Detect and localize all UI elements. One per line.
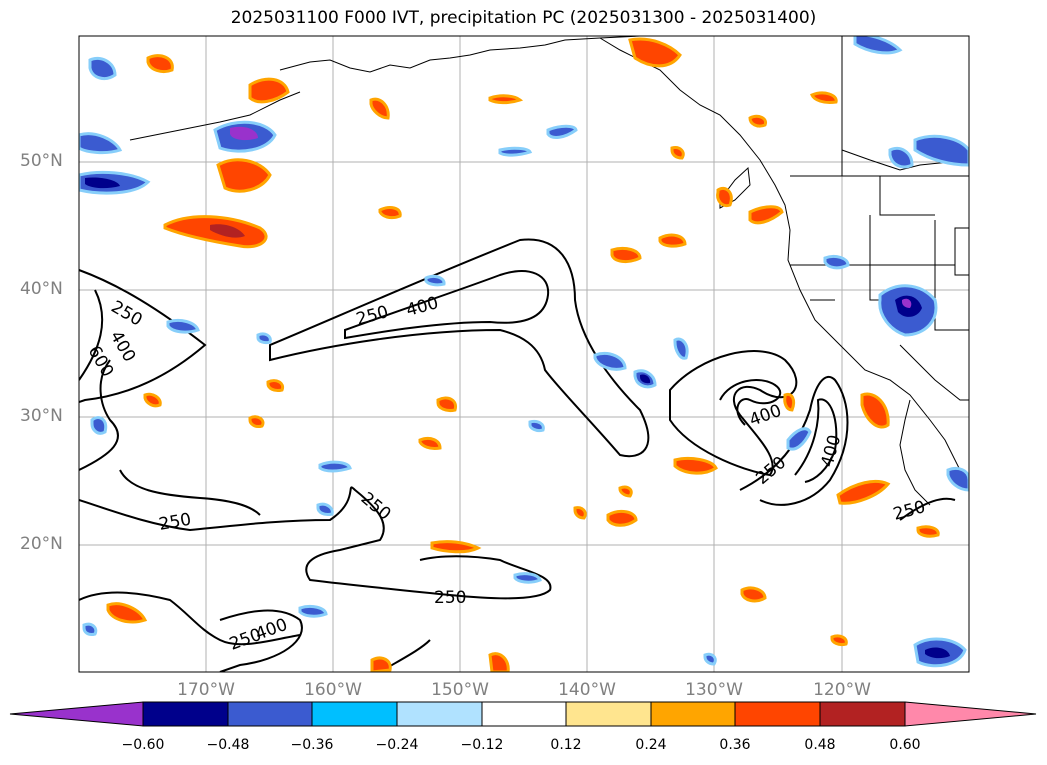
contour-label: 400	[253, 615, 290, 645]
colorbar-seg	[819, 701, 906, 727]
colorbar-seg	[227, 701, 313, 727]
lon-label-150w: 150°W	[431, 680, 489, 700]
colorbar-extend-max	[904, 701, 1037, 727]
colorbar-tick-label: 0.60	[889, 737, 921, 753]
colorbar-tick-label: −0.60	[121, 737, 165, 753]
colorbar-tick-label: 0.48	[804, 737, 836, 753]
colorbar-tick-label: −0.12	[460, 737, 504, 753]
colorbar-seg	[396, 701, 483, 727]
contour-label: 400	[818, 433, 846, 470]
colorbar-seg	[734, 701, 821, 727]
contour-label: 250	[752, 453, 790, 489]
precip-positive-blobs	[106, 37, 940, 672]
lat-label-50n: 50°N	[20, 151, 63, 171]
colorbar-tick-label: 0.12	[550, 737, 582, 753]
contour-label: 250	[108, 297, 146, 331]
colorbar-tick-label: −0.48	[206, 737, 250, 753]
lat-label-40n: 40°N	[20, 279, 63, 299]
colorbar-seg	[311, 701, 398, 727]
colorbar-extend-min	[9, 701, 144, 727]
colorbar-tick-label: 0.24	[635, 737, 667, 753]
coastlines	[129, 36, 969, 506]
contour-label: 250	[434, 588, 466, 608]
contour-label: 250	[157, 510, 192, 535]
lon-label-160w: 160°W	[304, 680, 362, 700]
colorbar-seg	[481, 701, 567, 727]
colorbar-tick-label: −0.24	[375, 737, 419, 753]
gridlines	[79, 36, 969, 672]
lat-label-30n: 30°N	[20, 406, 63, 426]
contour-labels: 250 400 600 250 400 250 250 250 250 400 …	[84, 293, 928, 655]
contour-label: 400	[404, 293, 441, 321]
colorbar	[9, 701, 1037, 727]
lat-label-20n: 20°N	[20, 534, 63, 554]
colorbar-seg	[565, 701, 652, 727]
colorbar-tick-label: 0.36	[719, 737, 751, 753]
lon-label-120w: 120°W	[813, 680, 871, 700]
lon-label-170w: 170°W	[177, 680, 235, 700]
lon-label-130w: 130°W	[685, 680, 743, 700]
colorbar-seg	[142, 701, 229, 727]
map-title: 2025031100 F000 IVT, precipitation PC (2…	[230, 8, 817, 28]
ivt-contours	[79, 238, 956, 672]
contour-label: 400	[747, 401, 784, 431]
lon-label-140w: 140°W	[558, 680, 616, 700]
map-frame	[78, 35, 970, 673]
precip-negative-blobs	[79, 36, 969, 668]
colorbar-tick-label: −0.36	[290, 737, 334, 753]
contour-label: 250	[357, 489, 395, 525]
contour-label: 250	[891, 497, 928, 525]
colorbar-seg	[650, 701, 736, 727]
